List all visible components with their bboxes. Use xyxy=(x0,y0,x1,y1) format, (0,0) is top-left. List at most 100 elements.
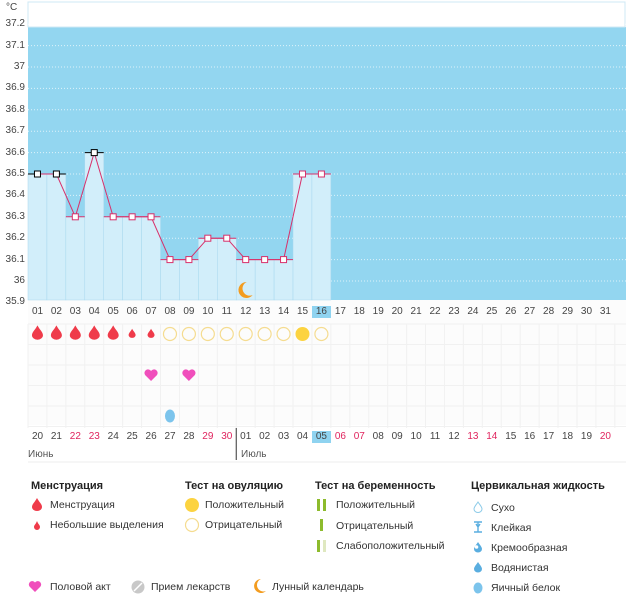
ovulation-negative-icon xyxy=(257,326,272,342)
ovulation-negative-icon xyxy=(314,326,329,342)
temperature-point xyxy=(52,170,60,178)
date-label[interactable]: 06 xyxy=(334,431,346,442)
day-label[interactable]: 16 xyxy=(311,306,331,318)
date-label[interactable]: 23 xyxy=(88,431,100,442)
day-label[interactable]: 03 xyxy=(69,306,81,317)
y-tick-label: 36.3 xyxy=(5,210,25,222)
day-label[interactable]: 10 xyxy=(202,306,214,317)
date-label[interactable]: 01 xyxy=(240,431,252,442)
date-label[interactable]: 03 xyxy=(278,431,290,442)
legend-pregnancy-title: Тест на беременность xyxy=(315,480,436,492)
day-label[interactable]: 07 xyxy=(145,306,157,317)
pregnancy-negative-icon xyxy=(320,519,323,531)
date-label[interactable]: 28 xyxy=(183,431,195,442)
day-label[interactable]: 14 xyxy=(278,306,290,317)
day-label[interactable]: 29 xyxy=(561,306,574,317)
temperature-point xyxy=(71,213,79,221)
day-label[interactable]: 09 xyxy=(183,306,195,317)
y-tick-label: 36.7 xyxy=(5,125,25,137)
date-label[interactable]: 27 xyxy=(164,431,176,442)
ovulation-negative-icon xyxy=(184,517,200,533)
day-label[interactable]: 12 xyxy=(240,306,252,317)
date-label[interactable]: 29 xyxy=(202,431,214,442)
date-label[interactable]: 13 xyxy=(467,431,479,442)
ovulation-negative-icon xyxy=(276,326,291,342)
temperature-point xyxy=(147,213,155,221)
date-label[interactable]: 02 xyxy=(259,431,271,442)
legend-dry: Сухо xyxy=(491,502,515,514)
date-label[interactable]: 05 xyxy=(311,431,331,443)
temperature-point xyxy=(109,213,117,221)
month-june: Июнь xyxy=(28,449,54,460)
day-label[interactable]: 28 xyxy=(543,306,555,317)
date-label[interactable]: 15 xyxy=(505,431,517,442)
temperature-point xyxy=(128,213,136,221)
temperature-point xyxy=(242,256,250,264)
date-label[interactable]: 25 xyxy=(126,431,138,442)
temperature-bar xyxy=(273,259,294,301)
date-label[interactable]: 07 xyxy=(353,431,365,442)
day-label[interactable]: 01 xyxy=(31,306,44,317)
date-label[interactable]: 04 xyxy=(296,431,309,442)
day-label[interactable]: 02 xyxy=(50,306,62,317)
temperature-bar xyxy=(292,173,313,301)
temperature-bar xyxy=(27,173,48,301)
day-label[interactable]: 13 xyxy=(259,306,271,317)
temperature-line xyxy=(37,150,322,261)
date-label[interactable]: 17 xyxy=(543,431,555,442)
day-label[interactable]: 30 xyxy=(580,306,593,317)
day-label[interactable]: 25 xyxy=(486,306,498,317)
day-label[interactable]: 22 xyxy=(429,306,441,317)
menstruation-drop-icon xyxy=(50,325,62,340)
date-label[interactable]: 11 xyxy=(429,431,441,442)
day-label[interactable]: 27 xyxy=(524,306,536,317)
day-label[interactable]: 18 xyxy=(353,306,365,317)
temperature-point xyxy=(223,234,231,242)
dry-icon xyxy=(473,501,483,513)
ovulation-negative-icon xyxy=(238,326,253,342)
date-label[interactable]: 20 xyxy=(599,431,611,442)
ovulation-positive-icon xyxy=(295,327,310,341)
date-label[interactable]: 09 xyxy=(391,431,403,442)
heart-icon xyxy=(182,369,196,381)
date-label[interactable]: 12 xyxy=(448,431,460,442)
menstruation-drop-icon xyxy=(107,325,119,340)
day-label[interactable]: 17 xyxy=(334,306,346,317)
date-label[interactable]: 16 xyxy=(524,431,536,442)
day-label[interactable]: 26 xyxy=(505,306,517,317)
temperature-bar xyxy=(179,259,199,301)
legend-egg-white: Яичный белок xyxy=(491,582,561,594)
y-tick-label: 36.5 xyxy=(5,168,25,179)
date-label[interactable]: 14 xyxy=(486,431,498,442)
ovulation-negative-icon xyxy=(181,326,197,342)
day-label[interactable]: 04 xyxy=(88,306,100,317)
day-label[interactable]: 20 xyxy=(391,306,403,317)
temperature-point xyxy=(185,256,193,264)
date-label[interactable]: 10 xyxy=(410,431,422,442)
date-label[interactable]: 24 xyxy=(107,431,119,442)
day-label[interactable]: 08 xyxy=(164,306,176,317)
date-label[interactable]: 22 xyxy=(69,431,81,442)
day-label[interactable]: 24 xyxy=(467,306,479,317)
temperature-point xyxy=(280,256,288,264)
date-label[interactable]: 21 xyxy=(50,431,62,442)
date-label[interactable]: 30 xyxy=(221,431,233,442)
day-label[interactable]: 19 xyxy=(372,306,384,317)
date-label[interactable]: 08 xyxy=(372,431,384,442)
day-label[interactable]: 11 xyxy=(221,306,232,317)
day-label[interactable]: 21 xyxy=(410,306,422,317)
day-label[interactable]: 23 xyxy=(448,306,460,317)
creamy-icon xyxy=(474,542,482,553)
y-tick-label: 36.9 xyxy=(5,82,25,94)
heart-icon xyxy=(144,369,158,381)
date-label[interactable]: 20 xyxy=(31,431,44,442)
day-label[interactable]: 05 xyxy=(107,306,119,317)
date-label[interactable]: 26 xyxy=(145,431,157,442)
day-label[interactable]: 15 xyxy=(296,306,309,317)
y-tick-label: 37.1 xyxy=(5,39,25,51)
day-label[interactable]: 31 xyxy=(599,306,611,317)
legend-menstruation-title: Менструация xyxy=(31,480,104,492)
date-label[interactable]: 18 xyxy=(561,431,574,442)
date-label[interactable]: 19 xyxy=(580,431,593,442)
day-label[interactable]: 06 xyxy=(126,306,138,317)
